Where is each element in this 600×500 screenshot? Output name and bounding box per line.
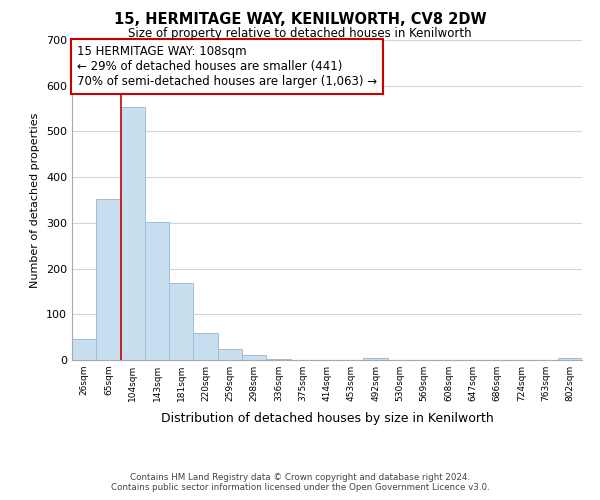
Bar — [193, 332, 218, 360]
Bar — [145, 222, 169, 360]
Bar — [558, 358, 582, 360]
Y-axis label: Number of detached properties: Number of detached properties — [31, 112, 40, 288]
Text: Contains HM Land Registry data © Crown copyright and database right 2024.
Contai: Contains HM Land Registry data © Crown c… — [110, 473, 490, 492]
Bar — [169, 283, 193, 360]
Bar — [96, 199, 121, 360]
Bar — [72, 338, 96, 360]
Text: 15 HERMITAGE WAY: 108sqm
← 29% of detached houses are smaller (441)
70% of semi-: 15 HERMITAGE WAY: 108sqm ← 29% of detach… — [77, 45, 377, 88]
Text: Size of property relative to detached houses in Kenilworth: Size of property relative to detached ho… — [128, 28, 472, 40]
Bar — [364, 358, 388, 360]
X-axis label: Distribution of detached houses by size in Kenilworth: Distribution of detached houses by size … — [161, 412, 493, 426]
Text: 15, HERMITAGE WAY, KENILWORTH, CV8 2DW: 15, HERMITAGE WAY, KENILWORTH, CV8 2DW — [113, 12, 487, 28]
Bar — [242, 356, 266, 360]
Bar — [266, 359, 290, 360]
Bar — [218, 348, 242, 360]
Bar — [121, 106, 145, 360]
